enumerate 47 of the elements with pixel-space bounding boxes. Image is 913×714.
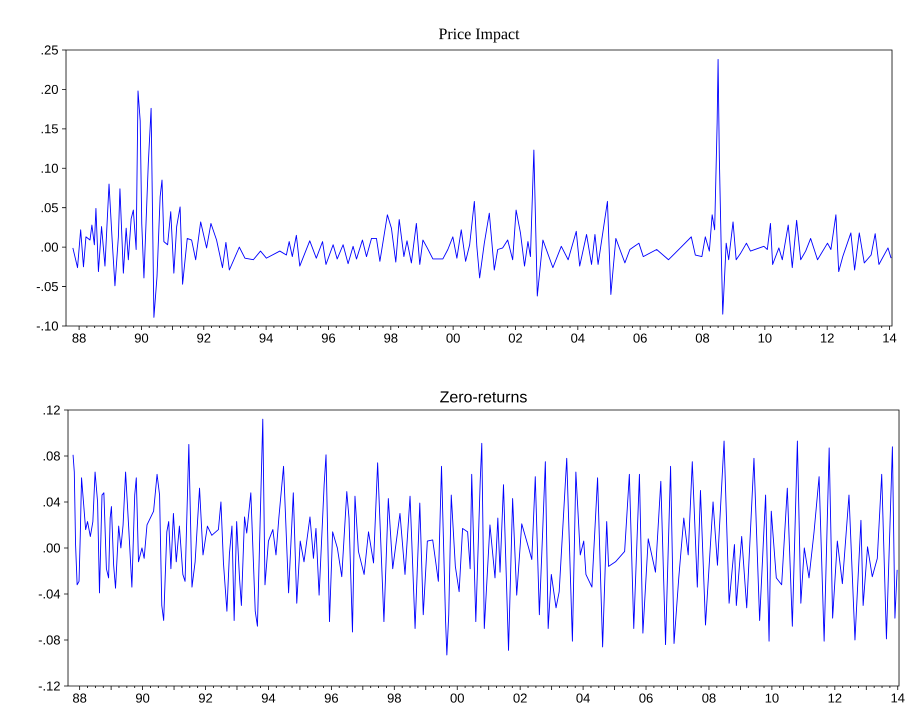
x-tick-label: 94: [260, 334, 273, 343]
x-tick-label: 90: [134, 334, 148, 343]
x-tick-label: 98: [384, 334, 398, 343]
y-tick-label: .15: [42, 124, 58, 134]
y-tick-label: -.05: [36, 282, 58, 292]
x-tick-label: 08: [696, 334, 710, 343]
x-tick-label: 92: [198, 694, 212, 703]
x-tick-label: 96: [322, 334, 336, 343]
y-tick-label: .08: [44, 451, 60, 461]
x-tick-label: 02: [513, 694, 527, 703]
x-tick-label: 98: [388, 694, 401, 703]
y-tick-label: .04: [44, 497, 60, 507]
y-tick-label: .00: [42, 242, 58, 252]
x-tick-label: 12: [820, 334, 834, 343]
x-tick-label: 10: [766, 694, 779, 703]
x-tick-label: 10: [758, 334, 772, 343]
y-tick-label: -.04: [38, 589, 60, 599]
chart-title: Price Impact: [438, 28, 520, 42]
x-tick-label: 06: [639, 694, 653, 703]
y-tick-label: .25: [42, 45, 58, 55]
x-tick-label: 00: [450, 694, 464, 703]
x-tick-label: 92: [197, 334, 210, 343]
chart-title: Zero-returns: [440, 391, 527, 402]
line-series: [72, 59, 892, 318]
x-tick-label: 02: [508, 334, 522, 343]
x-tick-label: 04: [576, 694, 590, 703]
y-tick-label: .10: [42, 164, 58, 173]
x-tick-label: 88: [72, 334, 86, 343]
x-tick-label: 06: [633, 334, 647, 343]
y-tick-label: .12: [44, 405, 60, 415]
y-tick-label: .00: [44, 543, 60, 553]
x-tick-label: 08: [702, 694, 716, 703]
x-tick-label: 96: [324, 694, 338, 703]
x-tick-label: 00: [446, 334, 460, 343]
x-tick-label: 12: [828, 694, 842, 703]
x-tick-label: 14: [892, 694, 905, 702]
y-tick-label: -.08: [38, 635, 60, 645]
x-tick-label: 04: [571, 334, 585, 343]
y-tick-label: -.10: [36, 321, 58, 331]
x-tick-label: 88: [73, 694, 86, 703]
line-series: [72, 418, 898, 656]
x-tick-label: 14: [883, 334, 896, 342]
y-tick-label: .20: [42, 84, 58, 94]
y-tick-label: .05: [42, 203, 58, 212]
x-tick-label: 94: [262, 694, 276, 703]
y-tick-label: -.12: [38, 681, 60, 691]
x-tick-label: 90: [136, 694, 150, 703]
